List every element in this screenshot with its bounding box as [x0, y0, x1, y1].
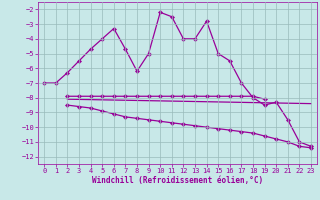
- X-axis label: Windchill (Refroidissement éolien,°C): Windchill (Refroidissement éolien,°C): [92, 176, 263, 185]
